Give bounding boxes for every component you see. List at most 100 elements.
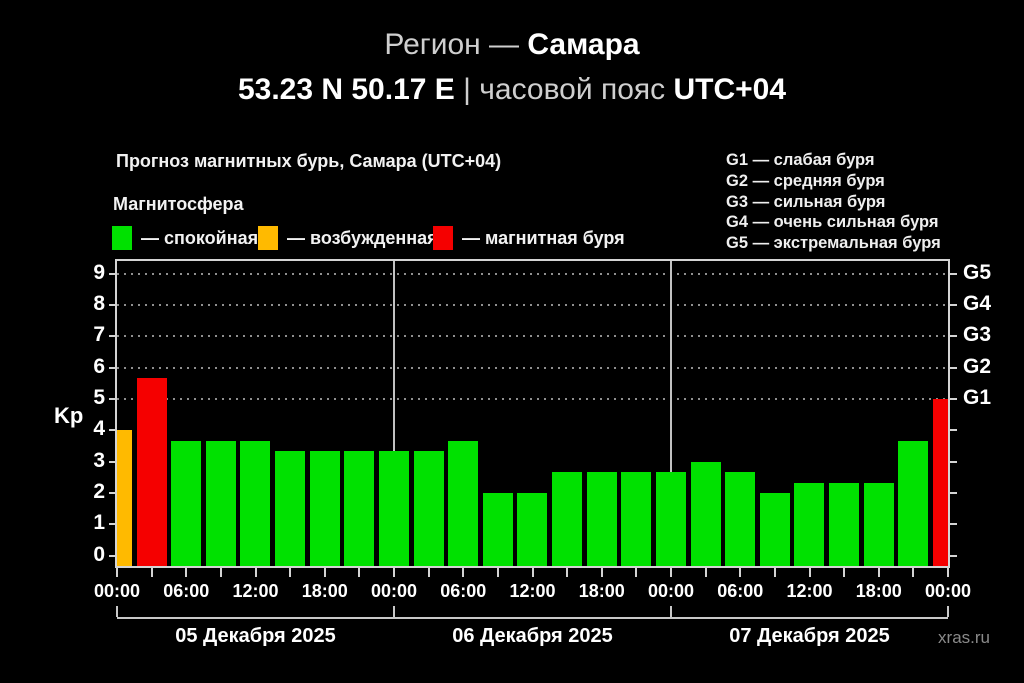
y-axis-tick-left (109, 272, 115, 275)
y-axis-tick-left (109, 429, 115, 432)
kp-bar-hour-42 (586, 472, 617, 566)
kp-bar-hour-57 (759, 493, 790, 566)
kp-bar-hour-48 (655, 472, 686, 566)
right-axis-label-G5: G5 (963, 260, 992, 284)
x-axis-tick (393, 568, 395, 577)
y-axis-tick-left (109, 398, 115, 401)
x-axis-tick (427, 568, 430, 577)
date-label: 05 Декабря 2025 (175, 625, 336, 647)
kp-bar-hour-9 (205, 440, 236, 566)
gridline-kp-6 (117, 366, 948, 369)
kp-bar-hour-21 (344, 451, 375, 566)
day-separator-line (393, 261, 395, 566)
legend-label-storm: — магнитная буря (462, 227, 625, 248)
x-axis-time-label: 12:00 (509, 581, 556, 601)
y-axis-label-0: 0 (93, 542, 105, 566)
y-axis-tick-right (950, 492, 957, 495)
kp-bar-hour-24 (378, 451, 409, 566)
kp-bar-hour-51 (690, 461, 721, 566)
x-axis-tick (185, 568, 188, 577)
y-axis-tick-left (109, 366, 115, 369)
y-axis-tick-left (109, 523, 115, 526)
x-axis-tick (912, 568, 915, 577)
y-axis-label-2: 2 (93, 480, 105, 504)
day-bracket-tick (393, 606, 395, 617)
kp-bar-hour-36 (517, 493, 548, 566)
g4-legend-line: G4 — очень сильная буря (726, 213, 939, 232)
legend-item-storm: — магнитная буря (433, 226, 625, 250)
right-axis-label-G2: G2 (963, 354, 992, 378)
x-axis-tick (704, 568, 707, 577)
kp-bar-hour-60 (794, 482, 825, 566)
x-axis-tick (843, 568, 846, 577)
y-axis-tick-right (950, 398, 957, 401)
x-axis-tick (116, 568, 118, 577)
y-axis-tick-left (109, 335, 115, 338)
kp-bar-hour-72 (932, 399, 948, 566)
x-axis-tick (531, 568, 534, 577)
x-axis-tick (219, 568, 222, 577)
y-axis-tick-left (109, 304, 115, 307)
y-axis-tick-right (950, 335, 957, 338)
kp-bar-hour-66 (863, 482, 894, 566)
xras-watermark-link[interactable]: xras.ru (938, 628, 990, 647)
y-axis-label-4: 4 (93, 417, 105, 441)
g2-legend-line: G2 — средняя буря (726, 171, 885, 190)
y-axis-label-7: 7 (93, 323, 105, 347)
g3-legend-line: G3 — сильная буря (726, 192, 886, 211)
y-axis-tick-right (950, 429, 957, 432)
g1-legend-line: G1 — слабая буря (726, 151, 875, 169)
page-title-region: Самара (527, 28, 640, 61)
y-axis-tick-right (950, 304, 957, 307)
excited-swatch-icon (258, 226, 278, 250)
x-axis-tick (635, 568, 638, 577)
kp-bar-hour-63 (829, 482, 860, 566)
bars-layer (117, 261, 948, 566)
kp-bar-hour-15 (275, 451, 306, 566)
y-axis-title: Kp (54, 403, 84, 428)
g5-legend-line: G5 — экстремальная буря (726, 234, 941, 253)
x-axis-time-label: 06:00 (163, 581, 210, 601)
legend-label-quiet: — спокойная (141, 227, 259, 248)
x-axis-tick (739, 568, 742, 577)
chart-title: Прогноз магнитных бурь, Самара (UTC+04) (116, 151, 502, 171)
y-axis-tick-right (950, 523, 957, 526)
coordinates-value: 53.23 N 50.17 E (237, 73, 455, 106)
x-axis-tick (808, 568, 811, 577)
kp-bar-hour-0 (117, 430, 132, 566)
gridline-kp-5 (117, 398, 948, 401)
x-axis-tick (773, 568, 776, 577)
y-axis-tick-right (950, 366, 957, 369)
x-axis-tick (947, 568, 949, 577)
x-axis-time-label: 18:00 (578, 581, 625, 601)
legend-label-excited: — возбужденная (287, 227, 438, 248)
magnetosphere-label: Магнитосфера (113, 194, 244, 214)
y-axis-tick-right (950, 272, 957, 275)
storm-swatch-icon (433, 226, 453, 250)
kp-bar-hour-3 (136, 378, 167, 566)
kp-bar-hour-6 (171, 440, 202, 566)
kp-bar-hour-39 (552, 472, 583, 566)
y-axis-label-8: 8 (93, 292, 105, 316)
right-axis-label-G1: G1 (963, 386, 992, 410)
x-axis-tick (600, 568, 603, 577)
gridline-kp-7 (117, 335, 948, 338)
y-axis-tick-left (109, 492, 115, 495)
kp-bar-hour-69 (898, 440, 929, 566)
x-axis-time-label: 00:00 (924, 581, 972, 601)
x-axis-time-label: 06:00 (440, 581, 487, 601)
x-axis-tick (289, 568, 292, 577)
day-bracket-tick (947, 606, 949, 617)
x-axis-time-label: 00:00 (370, 581, 418, 601)
kp-bar-hour-12 (240, 440, 271, 566)
y-axis-label-6: 6 (93, 354, 105, 378)
y-axis-tick-left (109, 554, 115, 557)
x-axis-time-label: 18:00 (855, 581, 902, 601)
y-axis-label-9: 9 (93, 260, 105, 284)
x-axis-tick (877, 568, 880, 577)
day-bracket-line (117, 617, 948, 619)
g-scale-legend: G1 — слабая буря G2 — средняя буря G3 — … (726, 150, 941, 254)
page-subtitle: 53.23 N 50.17 E | часовой пояс UTC+04 (0, 73, 1024, 107)
page-title-prefix: Регион — (384, 28, 528, 61)
kp-bar-hour-30 (448, 440, 479, 566)
